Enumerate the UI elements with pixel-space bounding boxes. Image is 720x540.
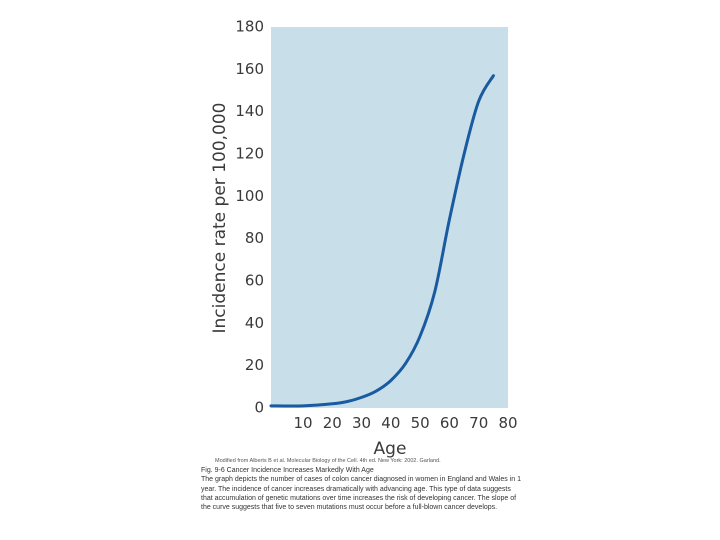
y-tick-label: 100	[235, 187, 264, 205]
incidence-curve	[269, 74, 495, 408]
y-tick-label: 140	[235, 102, 264, 120]
x-tick-label: 10	[293, 414, 312, 432]
caption-title: Fig. 9-6 Cancer Incidence Increases Mark…	[201, 467, 374, 474]
y-tick-label: 120	[235, 145, 264, 163]
x-tick-label: 40	[381, 414, 400, 432]
figure-caption: Fig. 9-6 Cancer Incidence Increases Mark…	[201, 466, 521, 512]
y-tick-label: 60	[245, 272, 264, 290]
x-tick-label: 30	[352, 414, 371, 432]
y-tick-label: 0	[254, 399, 264, 417]
x-tick-label: 70	[469, 414, 488, 432]
plot-background	[271, 27, 508, 408]
y-axis-title: Incidence rate per 100,000	[210, 103, 230, 334]
y-tick-label: 160	[235, 60, 264, 78]
y-tick-label: 80	[245, 229, 264, 247]
y-tick-label: 20	[245, 356, 264, 374]
y-tick-label: 40	[245, 314, 264, 332]
caption-body: The graph depicts the number of cases of…	[201, 476, 521, 512]
x-tick-label: 50	[411, 414, 430, 432]
x-axis-ticks: 10 20 30 40 50 60 70 80	[293, 414, 517, 432]
source-credit: Modified from Alberts B et al. Molecular…	[215, 458, 441, 464]
x-tick-label: 80	[498, 414, 517, 432]
y-axis-ticks: 0 20 40 60 80 100 120 140 160 180	[235, 18, 264, 417]
y-tick-label: 180	[235, 18, 264, 36]
x-tick-label: 60	[440, 414, 459, 432]
x-axis-title: Age	[374, 439, 407, 459]
x-tick-label: 20	[323, 414, 342, 432]
